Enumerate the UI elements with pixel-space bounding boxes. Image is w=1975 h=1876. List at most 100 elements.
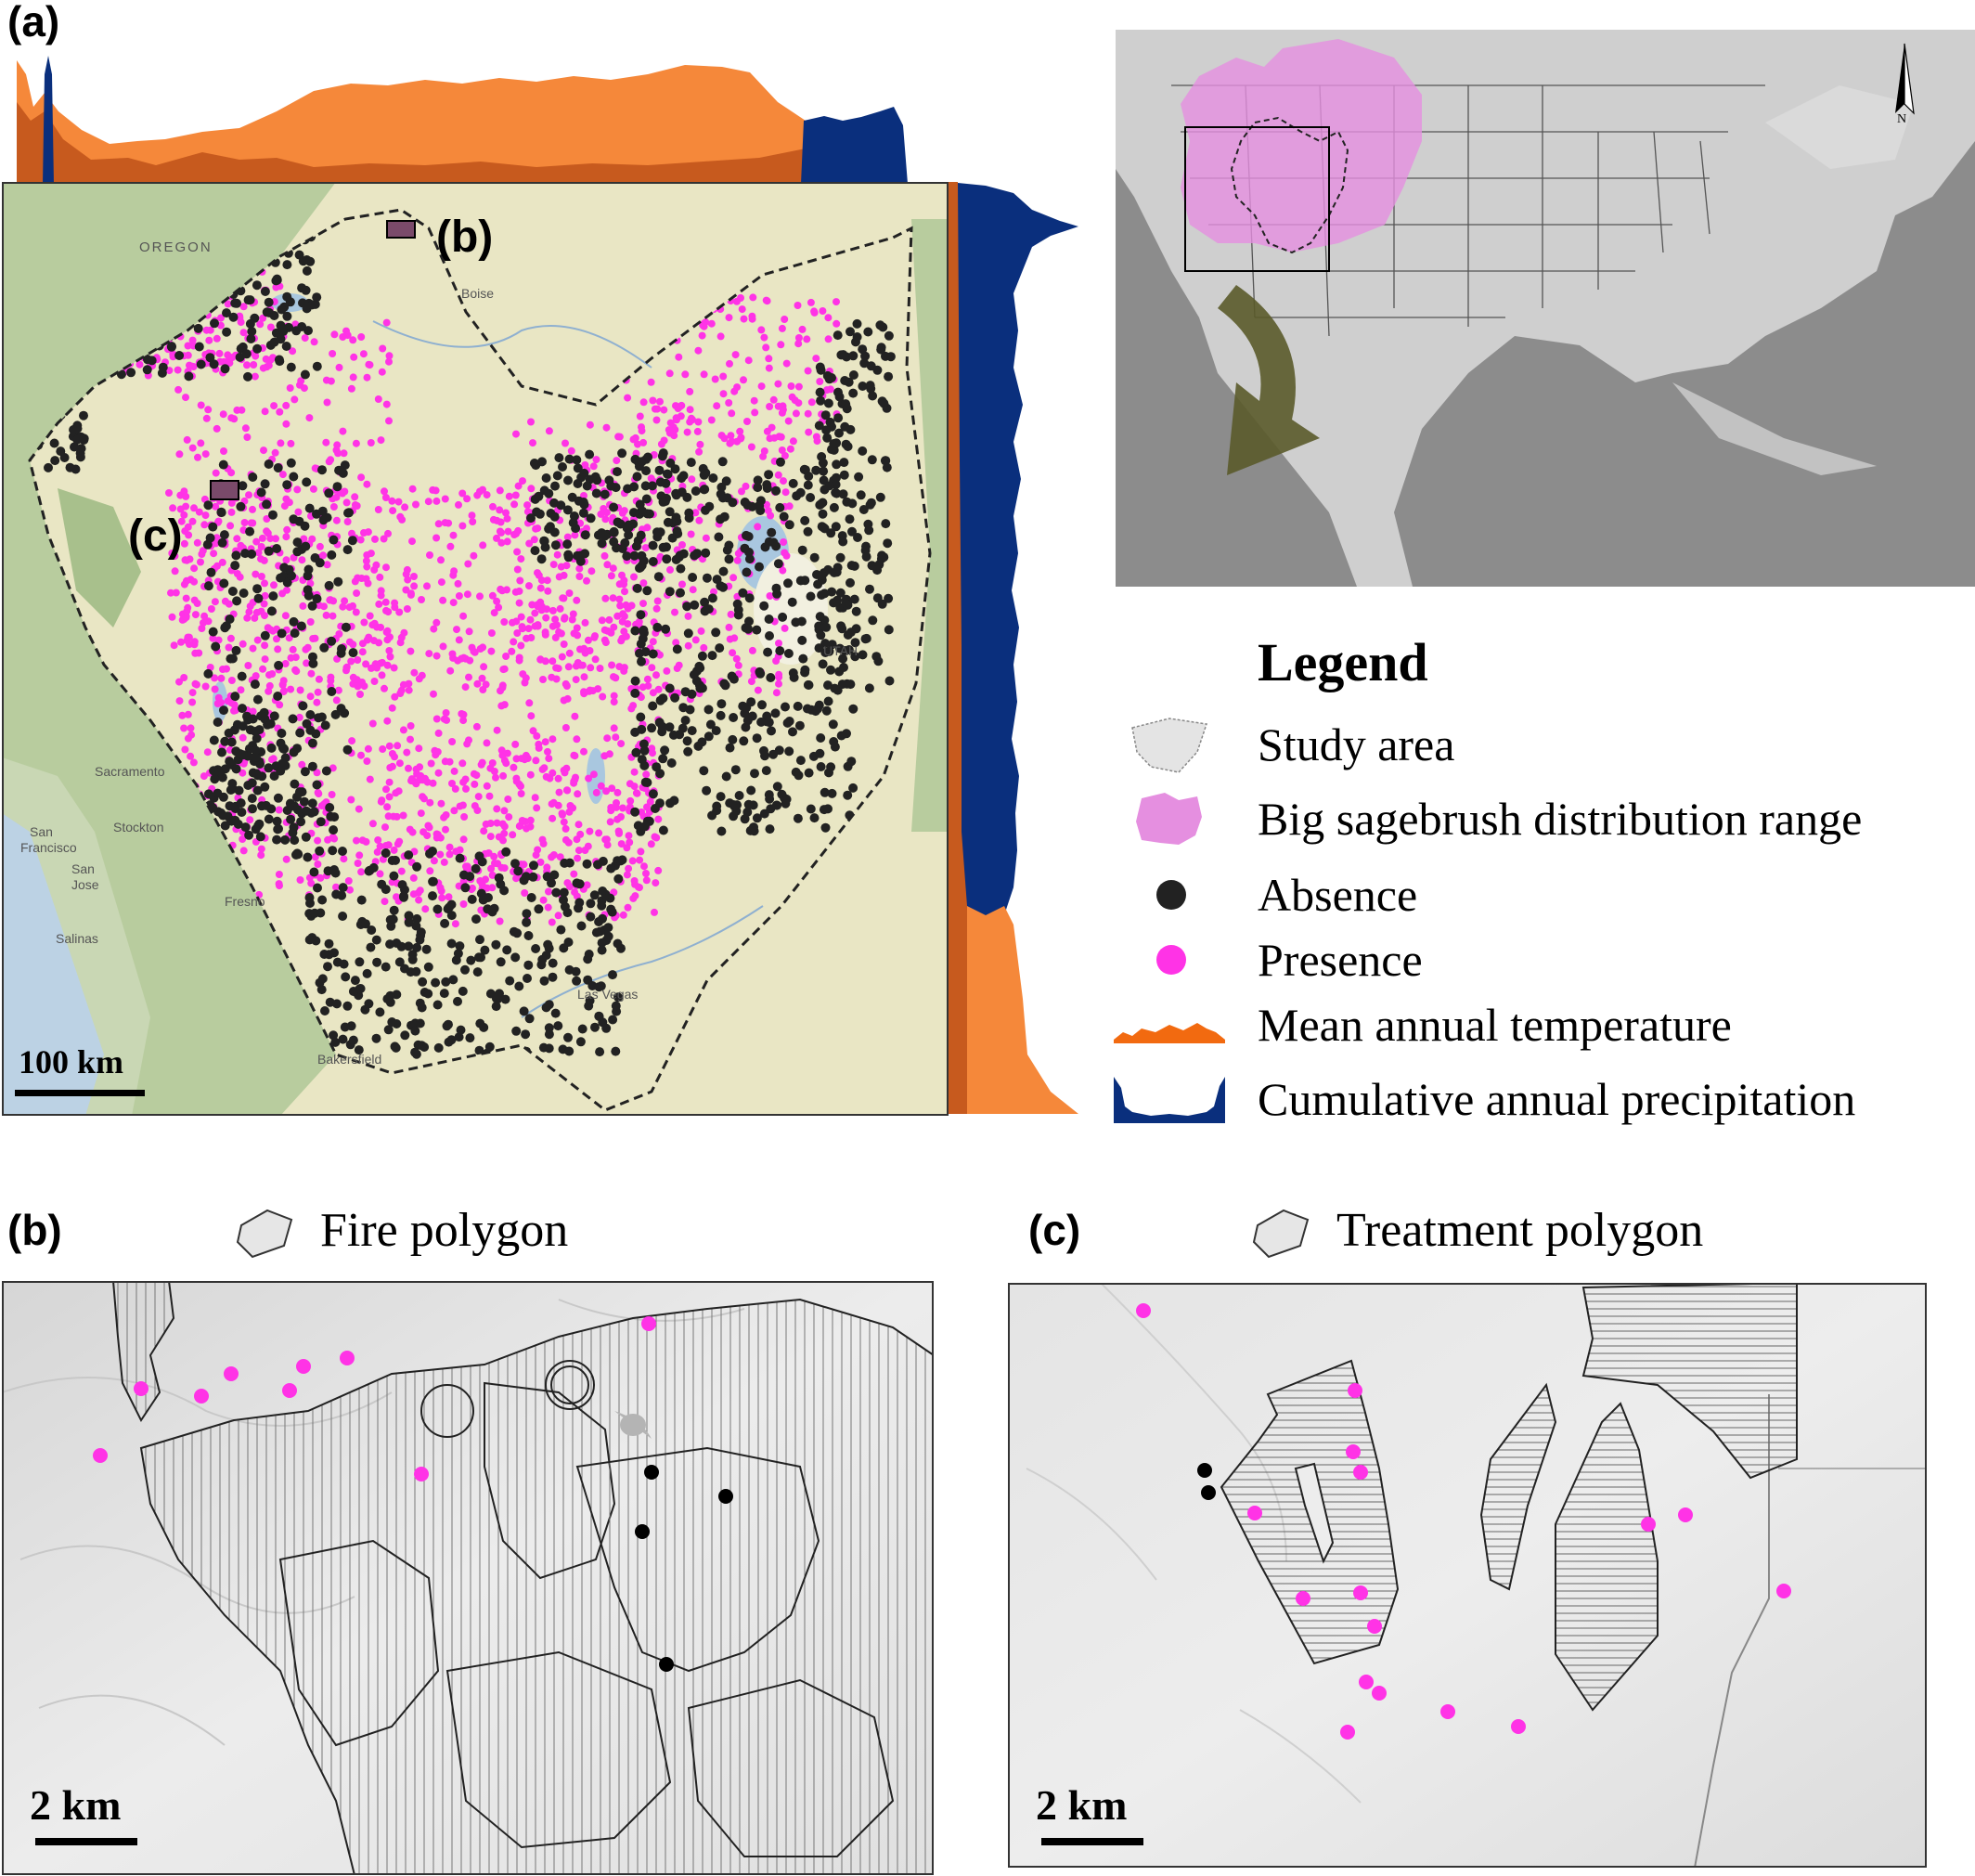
presence-point xyxy=(460,813,469,821)
absence-point xyxy=(866,498,876,508)
presence-point xyxy=(378,671,386,679)
presence-point xyxy=(434,769,443,777)
absence-point xyxy=(388,914,398,925)
absence-point xyxy=(746,697,756,707)
presence-point xyxy=(298,760,306,769)
absence-point xyxy=(237,808,247,817)
absence-point xyxy=(690,600,700,610)
presence-point xyxy=(502,653,510,660)
absence-point xyxy=(648,649,658,659)
presence-point xyxy=(549,606,557,615)
presence-point xyxy=(275,871,283,878)
absence-point xyxy=(848,351,858,361)
presence-point xyxy=(613,803,620,811)
legend-item-presence: Presence xyxy=(1114,930,1968,990)
absence-point xyxy=(214,768,225,777)
absence-point xyxy=(472,967,483,977)
presence-point xyxy=(588,687,597,695)
presence-point xyxy=(730,634,739,642)
presence-point xyxy=(287,439,295,447)
absence-point xyxy=(666,758,677,768)
presence-point xyxy=(565,589,574,597)
curved-arrow-icon xyxy=(1218,285,1320,475)
presence-point xyxy=(429,485,437,494)
presence-point xyxy=(549,814,557,822)
presence-point xyxy=(170,641,178,650)
absence-point xyxy=(319,642,329,653)
absence-point xyxy=(327,687,337,696)
presence-point xyxy=(466,656,474,665)
presence-point xyxy=(653,597,662,605)
presence-point xyxy=(473,679,482,688)
panel-b-points xyxy=(93,1316,733,1672)
presence-point xyxy=(504,796,512,803)
presence-point xyxy=(355,805,363,813)
absence-point xyxy=(329,535,339,545)
absence-point xyxy=(545,522,555,532)
presence-point xyxy=(363,480,371,488)
absence-point xyxy=(691,676,702,686)
absence-point xyxy=(590,1022,600,1032)
absence-point xyxy=(788,727,797,737)
presence-point xyxy=(452,847,460,856)
absence-point xyxy=(613,873,624,884)
absence-point xyxy=(868,391,878,401)
presence-point xyxy=(176,505,185,513)
presence-point xyxy=(243,614,252,622)
presence-point xyxy=(586,647,594,654)
presence-point xyxy=(217,674,226,682)
presence-point xyxy=(503,749,511,757)
absence-point xyxy=(640,481,651,491)
presence-point xyxy=(237,686,245,694)
presence-point xyxy=(271,448,279,457)
absence-point xyxy=(728,734,738,744)
presence-point xyxy=(364,528,372,537)
presence-point xyxy=(556,853,564,861)
absence-point xyxy=(636,639,646,649)
absence-point xyxy=(290,628,300,639)
absence-point xyxy=(364,999,374,1009)
absence-point xyxy=(537,457,547,467)
absence-point xyxy=(746,785,756,796)
presence-point xyxy=(343,518,352,525)
presence-point xyxy=(446,666,455,675)
absence-point xyxy=(832,472,841,483)
presence-point xyxy=(283,525,291,534)
presence-point xyxy=(436,850,445,859)
absence-point xyxy=(793,813,803,823)
absence-point xyxy=(630,807,640,817)
absence-point xyxy=(697,737,707,747)
absence-point xyxy=(652,622,663,632)
absence-point xyxy=(816,733,826,743)
presence-point xyxy=(374,506,382,513)
absence-point xyxy=(534,491,544,501)
absence-point xyxy=(640,777,651,787)
presence-point xyxy=(534,524,542,533)
absence-point xyxy=(321,766,331,776)
presence-point xyxy=(329,764,337,772)
absence-point xyxy=(220,364,230,374)
absence-point xyxy=(704,604,714,615)
absence-point xyxy=(213,788,223,798)
presence-point xyxy=(770,433,779,442)
absence-point xyxy=(240,822,251,833)
presence-point xyxy=(649,396,657,405)
absence-point xyxy=(219,705,228,716)
absence-point xyxy=(286,458,296,468)
absence-point xyxy=(300,369,310,380)
study-area-boundary xyxy=(28,208,932,1112)
presence-point xyxy=(445,893,453,901)
presence-point xyxy=(450,807,458,815)
absence-point xyxy=(389,871,399,881)
presence-point xyxy=(377,623,385,631)
absence-point xyxy=(410,1047,420,1057)
absence-point xyxy=(282,577,292,588)
presence-point xyxy=(810,307,819,316)
absence-point xyxy=(743,624,754,634)
absence-point xyxy=(539,536,549,546)
absence-point xyxy=(738,588,748,598)
presence-point xyxy=(833,319,841,328)
absence-point xyxy=(832,488,842,498)
presence-point xyxy=(638,423,645,432)
presence-point xyxy=(1372,1686,1387,1701)
